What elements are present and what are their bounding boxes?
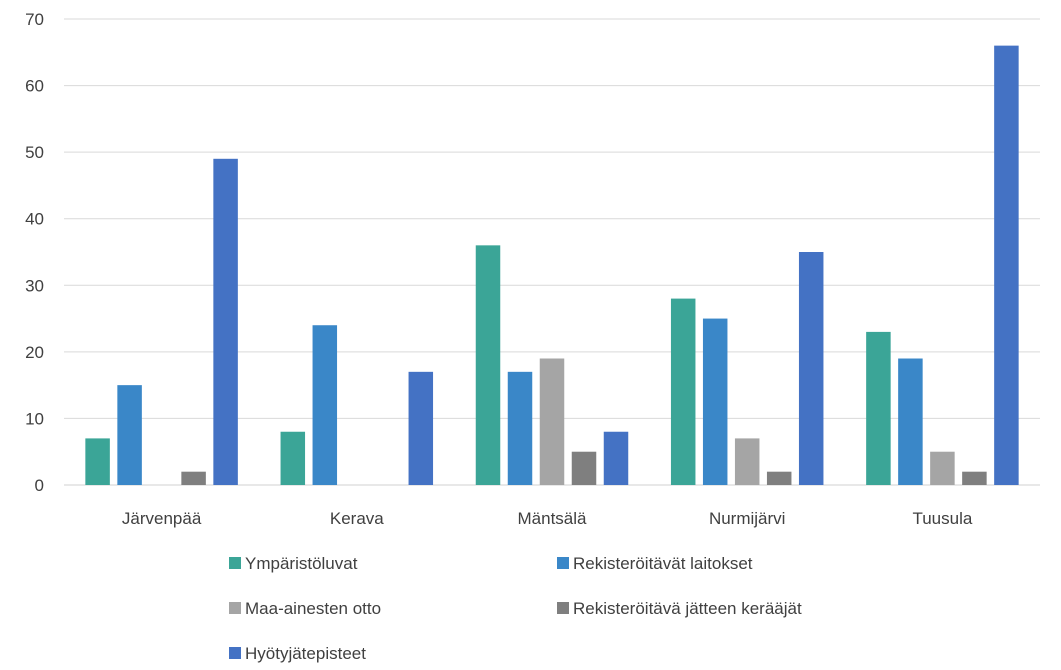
legend-label: Ympäristöluvat <box>245 554 358 573</box>
y-tick-label: 30 <box>25 276 44 295</box>
bar-mäntsälä-series-0 <box>475 245 501 485</box>
bar-mäntsälä-series-1 <box>507 371 533 485</box>
legend-label: Hyötyjätepisteet <box>245 644 366 663</box>
bar-mäntsälä-series-4 <box>603 431 629 485</box>
x-axis-categories: Järvenpää Kerava Mäntsälä Nurmijärvi Tuusula <box>122 509 973 528</box>
bars <box>85 45 1019 486</box>
legend-swatch <box>229 647 241 659</box>
bar-tuusula-series-2 <box>930 451 955 485</box>
legend-label: Rekisteröitävät laitokset <box>573 554 753 573</box>
bar-kerava-series-0 <box>280 431 306 485</box>
y-tick-label: 40 <box>25 210 44 229</box>
bar-nurmijärvi-series-0 <box>670 298 696 485</box>
y-tick-label: 0 <box>35 476 44 495</box>
legend-item: Rekisteröitävät laitokset <box>557 554 753 573</box>
legend-swatch <box>557 602 569 614</box>
legend: Ympäristöluvat Rekisteröitävät laitokset M… <box>229 554 802 663</box>
bar-järvenpää-series-4 <box>213 158 238 486</box>
bar-mäntsälä-series-3 <box>571 451 597 485</box>
legend-item: Rekisteröitävä jätteen kerääjät <box>557 599 802 618</box>
bar-järvenpää-series-3 <box>181 471 206 485</box>
bar-tuusula-series-0 <box>866 331 891 485</box>
bar-järvenpää-series-1 <box>117 385 142 485</box>
y-axis-ticks: 0 10 20 30 40 50 60 70 <box>25 10 44 495</box>
bar-kerava-series-4 <box>408 371 434 485</box>
y-tick-label: 60 <box>25 77 44 96</box>
legend-item: Ympäristöluvat <box>229 554 358 573</box>
bar-kerava-series-1 <box>312 325 338 485</box>
bar-nurmijärvi-series-1 <box>702 318 728 485</box>
x-category-label: Tuusula <box>912 509 972 528</box>
x-category-label: Nurmijärvi <box>709 509 786 528</box>
bar-tuusula-series-1 <box>898 358 923 485</box>
legend-label: Rekisteröitävä jätteen kerääjät <box>573 599 802 618</box>
x-category-label: Mäntsälä <box>518 509 588 528</box>
y-tick-label: 10 <box>25 409 44 428</box>
x-category-label: Kerava <box>330 509 384 528</box>
bar-tuusula-series-3 <box>962 471 987 485</box>
bar-nurmijärvi-series-3 <box>766 471 792 485</box>
bar-järvenpää-series-0 <box>85 438 110 485</box>
legend-swatch <box>229 602 241 614</box>
bar-nurmijärvi-series-2 <box>734 438 760 485</box>
y-tick-label: 50 <box>25 143 44 162</box>
legend-swatch <box>557 557 569 569</box>
bar-nurmijärvi-series-4 <box>798 252 824 485</box>
bar-mäntsälä-series-2 <box>539 358 565 485</box>
y-tick-label: 70 <box>25 10 44 29</box>
bar-tuusula-series-4 <box>994 45 1019 485</box>
x-category-label: Järvenpää <box>122 509 202 528</box>
legend-item: Maa-ainesten otto <box>229 599 381 618</box>
legend-item: Hyötyjätepisteet <box>229 644 366 663</box>
y-tick-label: 20 <box>25 343 44 362</box>
legend-swatch <box>229 557 241 569</box>
legend-label: Maa-ainesten otto <box>245 599 381 618</box>
